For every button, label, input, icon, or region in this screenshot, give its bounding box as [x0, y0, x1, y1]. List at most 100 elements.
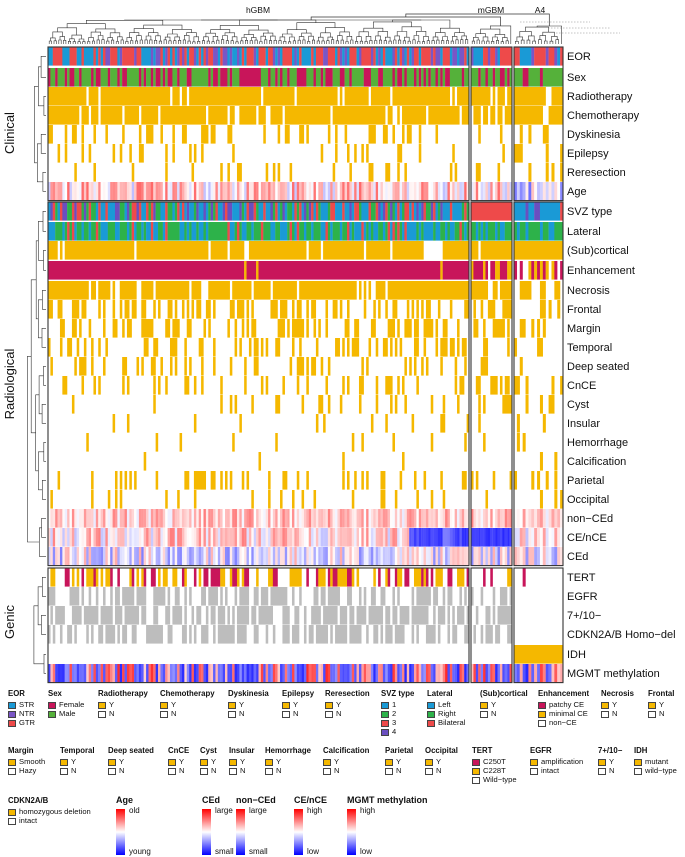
heatmap-cell: [528, 163, 531, 182]
heatmap-cell: [543, 509, 546, 528]
row-label: Chemotherapy: [567, 110, 640, 122]
heatmap-cell: [488, 182, 491, 201]
dendrogram-branch: [496, 40, 498, 44]
heatmap-cell: [89, 547, 92, 566]
legend-title: CDKN2A/B: [8, 797, 91, 806]
heatmap-cell: [404, 568, 409, 587]
heatmap-cell: [436, 182, 439, 201]
heatmap-cell: [105, 625, 115, 644]
heatmap-cell: [473, 182, 476, 201]
heatmap-cell: [182, 625, 187, 644]
heatmap-cell: [388, 547, 391, 566]
heatmap-cell: [247, 664, 250, 683]
heatmap-cell: [254, 47, 257, 66]
heatmap-cell: [383, 509, 386, 528]
heatmap-cell: [440, 261, 443, 280]
heatmap-cell: [77, 47, 82, 66]
heatmap-cell: [407, 547, 410, 566]
heatmap-cell: [199, 568, 202, 587]
heatmap-cell: [208, 68, 211, 87]
legend-item: Y: [60, 758, 95, 767]
heatmap-cell: [531, 319, 534, 338]
heatmap-cell: [158, 300, 161, 319]
heatmap-cell: [450, 664, 453, 683]
heatmap-cell: [247, 528, 250, 547]
heatmap-cell: [225, 182, 228, 201]
heatmap-cell: [215, 528, 218, 547]
heatmap-cell: [424, 68, 427, 87]
heatmap-cell: [546, 509, 549, 528]
heatmap-cell: [421, 68, 424, 87]
legend-swatch: [8, 702, 16, 709]
heatmap-row-lateral: [48, 222, 563, 241]
heatmap-cell: [287, 509, 290, 528]
heatmap-cell: [416, 625, 419, 644]
legend-label: Wild−type: [483, 776, 517, 785]
heatmap-cell: [125, 106, 140, 125]
heatmap-cell: [163, 182, 166, 201]
heatmap-cell: [239, 202, 242, 221]
heatmap-cell: [395, 222, 398, 241]
legend-title: Chemotherapy: [160, 690, 215, 699]
heatmap-cell: [239, 414, 242, 433]
heatmap-cell: [220, 528, 223, 547]
heatmap-cell: [146, 182, 149, 201]
dendrogram-branch: [44, 96, 46, 115]
heatmap-cell: [137, 241, 209, 260]
heatmap-cell: [409, 509, 412, 528]
heatmap-cell: [247, 202, 250, 221]
legend-title: Deep seated: [108, 747, 154, 756]
heatmap-cell: [55, 606, 65, 625]
heatmap-cell: [194, 47, 197, 66]
heatmap-cell: [554, 528, 557, 547]
heatmap-cell: [77, 528, 80, 547]
heatmap-cell: [498, 182, 501, 201]
heatmap-cell: [235, 509, 238, 528]
heatmap-cell: [53, 625, 56, 644]
heatmap-cell: [373, 547, 376, 566]
heatmap-cell: [450, 338, 455, 357]
heatmap-cell: [141, 547, 144, 566]
heatmap-cell: [55, 222, 62, 241]
heatmap-cell: [215, 547, 218, 566]
heatmap-cell: [424, 568, 427, 587]
heatmap-cell: [151, 568, 156, 587]
dendrogram-branch: [309, 36, 314, 41]
heatmap-cell: [120, 547, 123, 566]
heatmap-cell: [554, 490, 557, 509]
heatmap-cell: [400, 471, 403, 490]
heatmap-cell: [311, 547, 314, 566]
legend-low-label: low: [360, 848, 375, 857]
heatmap-cell: [239, 106, 256, 125]
heatmap-cell: [457, 395, 460, 414]
legend-item: Y: [98, 701, 148, 710]
row-label: Epilepsy: [567, 148, 609, 160]
legend-swatch: [200, 768, 208, 775]
heatmap-cell: [409, 202, 412, 221]
heatmap-cell: [285, 106, 331, 125]
heatmap-cell: [440, 338, 447, 357]
heatmap-cell: [79, 547, 82, 566]
heatmap-cell: [137, 568, 140, 587]
heatmap-cell: [50, 547, 53, 566]
heatmap-cell: [278, 202, 281, 221]
heatmap-cell: [230, 68, 233, 87]
legend-title: Age: [116, 796, 151, 805]
heatmap-cell: [476, 471, 479, 490]
heatmap-cell: [316, 528, 319, 547]
heatmap-cell: [361, 433, 364, 452]
heatmap-cell: [534, 664, 537, 683]
heatmap-cell: [337, 528, 340, 547]
legend-label: 1: [392, 701, 396, 710]
heatmap-cell: [347, 547, 350, 566]
heatmap-cell: [445, 664, 448, 683]
heatmap-cell: [546, 144, 549, 163]
heatmap-cell: [297, 300, 302, 319]
heatmap-cell: [259, 528, 262, 547]
heatmap-cell: [189, 528, 192, 547]
heatmap-cell: [366, 664, 369, 683]
heatmap-cell: [232, 664, 235, 683]
heatmap-cell: [436, 125, 439, 144]
